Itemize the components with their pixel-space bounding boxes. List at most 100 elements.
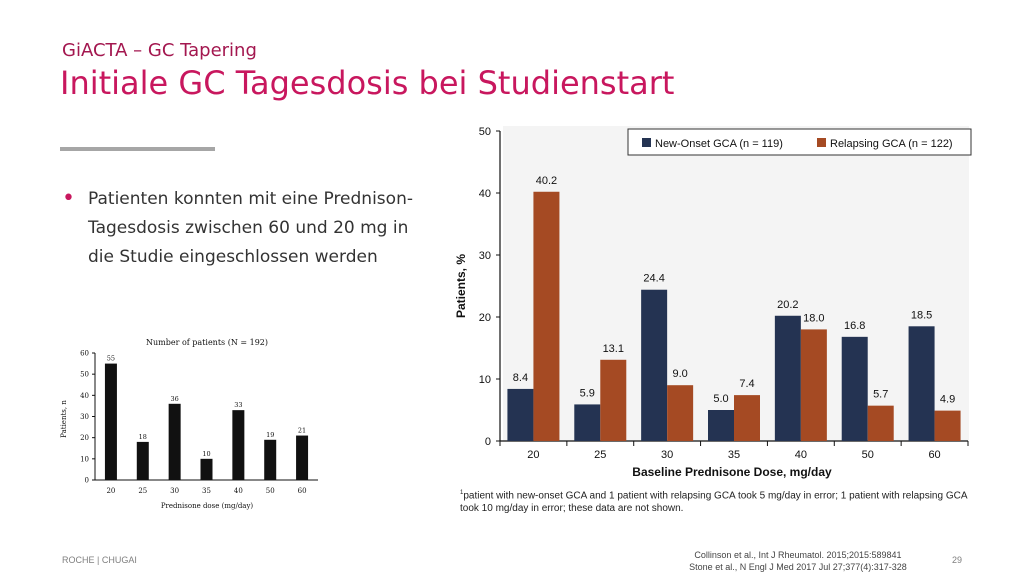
right-chart-y-tick-label: 50 <box>479 126 491 138</box>
left-chart-data-label: 55 <box>107 355 115 363</box>
left-chart-data-label: 18 <box>139 433 147 441</box>
relapsing-bar <box>800 329 827 441</box>
left-chart-bar <box>136 441 149 480</box>
left-chart-data-label: 19 <box>266 431 274 439</box>
right-chart-x-tick-label: 30 <box>661 449 673 461</box>
left-chart-bar <box>104 363 117 480</box>
left-chart-x-tick-label: 40 <box>234 487 243 495</box>
left-chart-y-tick-label: 30 <box>80 413 89 421</box>
relapsing-data-label: 7.4 <box>739 378 754 390</box>
left-chart-x-axis-label: Prednisone dose (mg/day) <box>161 502 254 510</box>
right-chart-y-tick-label: 20 <box>479 312 491 324</box>
left-chart-data-label: 36 <box>171 395 179 403</box>
new-onset-bar <box>841 336 868 441</box>
reference-2: Stone et al., N Engl J Med 2017 Jul 27;3… <box>689 562 907 572</box>
right-chart-x-tick-label: 50 <box>862 449 874 461</box>
left-chart-bar <box>200 458 213 480</box>
left-chart-y-tick-label: 0 <box>85 477 89 485</box>
left-chart-x-tick-label: 35 <box>202 487 211 495</box>
right-chart-x-axis-label: Baseline Prednisone Dose, mg/day <box>632 465 832 479</box>
new-onset-data-label: 8.4 <box>513 372 528 384</box>
left-chart-bars <box>104 363 309 480</box>
right-chart-x-tick-label: 35 <box>728 449 740 461</box>
left-chart-y-axis-label: Patients, n <box>60 400 68 438</box>
left-chart-x-tick-label: 20 <box>106 487 115 495</box>
legend-box <box>627 128 972 156</box>
slide-title: Initiale GC Tagesdosis bei Studienstart <box>60 64 675 102</box>
new-onset-data-label: 24.4 <box>643 273 664 285</box>
right-chart-x-ticks: 20 25 30 35 40 50 60 <box>499 441 969 461</box>
left-chart-x-tick-label: 60 <box>298 487 307 495</box>
new-onset-bar <box>908 326 935 441</box>
footer-company: ROCHE | CHUGAI <box>62 555 137 565</box>
new-onset-data-label: 5.9 <box>580 387 595 399</box>
left-chart-bar <box>264 439 277 480</box>
dose-distribution-chart: 0 10 20 30 40 50 20 25 30 35 40 50 60 8.4 40.2 5.9 13.… <box>454 126 972 479</box>
left-chart-bar <box>168 403 181 480</box>
left-chart-data-label: 10 <box>202 450 210 458</box>
right-chart-y-tick-label: 30 <box>479 250 491 262</box>
bullet-text: Patienten konnten mit eine Prednison-Tag… <box>88 189 413 267</box>
left-chart-x-tick-label: 50 <box>266 487 275 495</box>
left-chart-x-tick-label: 30 <box>170 487 179 495</box>
left-chart-bar <box>232 410 245 480</box>
relapsing-data-label: 4.9 <box>940 394 955 406</box>
left-chart-bar <box>296 435 309 480</box>
right-chart-x-tick-label: 20 <box>527 449 539 461</box>
relapsing-data-label: 13.1 <box>603 343 624 355</box>
chart-footnote: 1patient with new-onset GCA and 1 patien… <box>460 487 985 515</box>
right-chart-legend: New-Onset GCA (n = 119) Relapsing GCA (n… <box>627 128 972 156</box>
relapsing-bar <box>600 359 627 441</box>
new-onset-bar <box>708 410 734 441</box>
right-chart-plot-area <box>503 126 969 441</box>
right-chart-x-tick-label: 60 <box>928 449 940 461</box>
reference-1: Collinson et al., Int J Rheumatol. 2015;… <box>694 550 902 560</box>
new-onset-data-label: 20.2 <box>777 299 798 311</box>
left-chart-y-tick-label: 10 <box>80 455 89 463</box>
page-number: 29 <box>952 555 963 565</box>
footnote-marker: 1 <box>460 490 464 496</box>
left-chart-x-tick-label: 25 <box>138 487 147 495</box>
title-divider <box>60 147 215 151</box>
new-onset-data-label: 18.5 <box>911 309 932 321</box>
left-chart-y-tick-label: 40 <box>80 392 89 400</box>
left-chart-x-ticks: 20 25 30 35 40 50 60 <box>106 487 306 495</box>
legend-swatch-new-onset <box>642 138 651 147</box>
left-chart-y-tick-label: 60 <box>80 350 89 358</box>
right-chart-y-tick-label: 40 <box>479 188 491 200</box>
relapsing-bar <box>867 405 894 441</box>
legend-swatch-relapsing <box>817 138 826 147</box>
left-chart-y-tick-label: 20 <box>80 434 89 442</box>
relapsing-data-label: 5.7 <box>873 389 888 401</box>
relapsing-bar <box>533 191 560 441</box>
relapsing-bar <box>934 410 961 441</box>
new-onset-bar <box>507 388 534 441</box>
patients-count-chart: Number of patients (N = 192) Prednisone … <box>60 338 318 510</box>
footnote-text: patient with new-onset GCA and 1 patient… <box>460 490 967 515</box>
left-chart-y-tick-label: 50 <box>80 371 89 379</box>
relapsing-data-label: 18.0 <box>803 312 824 324</box>
relapsing-data-label: 40.2 <box>536 175 557 187</box>
left-chart-value-labels: 55 18 36 10 33 19 21 <box>107 355 306 458</box>
right-chart-x-tick-label: 25 <box>594 449 606 461</box>
right-chart-y-tick-label: 10 <box>479 374 491 386</box>
legend-label-relapsing: Relapsing GCA (n = 122) <box>830 138 953 150</box>
left-chart-title: Number of patients (N = 192) <box>146 338 268 347</box>
bullet-marker-icon: • <box>62 186 75 211</box>
new-onset-bar <box>574 404 601 441</box>
new-onset-data-label: 5.0 <box>713 393 728 405</box>
left-chart-data-label: 33 <box>234 401 242 409</box>
left-chart-y-ticks: 0 10 20 30 40 50 60 <box>80 350 95 485</box>
legend-label-new-onset: New-Onset GCA (n = 119) <box>655 138 783 150</box>
relapsing-bar <box>734 395 760 441</box>
right-chart-value-labels: 8.4 40.2 5.9 13.1 24.4 9.0 5.0 7.4 20.2 18.0 16.8 5… <box>513 175 955 406</box>
new-onset-data-label: 16.8 <box>844 320 865 332</box>
right-chart-y-ticks: 0 10 20 30 40 50 <box>479 126 500 448</box>
right-chart-bars <box>507 191 961 441</box>
left-chart-data-label: 21 <box>298 427 306 435</box>
right-chart-y-axis-label: Patients, % <box>454 254 468 318</box>
references: Collinson et al., Int J Rheumatol. 2015;… <box>662 549 934 573</box>
relapsing-data-label: 9.0 <box>672 368 687 380</box>
new-onset-bar <box>641 289 668 441</box>
slide-supertitle: GiACTA – GC Tapering <box>62 40 257 61</box>
